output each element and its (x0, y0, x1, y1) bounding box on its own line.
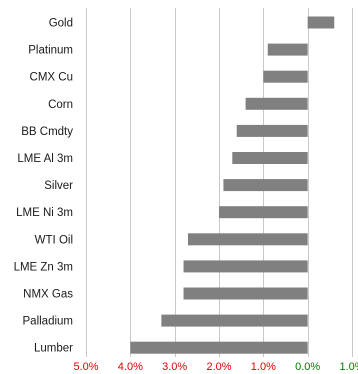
category-label: CMX Cu (30, 72, 73, 84)
bars (130, 16, 335, 354)
category-label: Lumber (34, 343, 73, 355)
bar-palladium (161, 314, 308, 327)
x-tick-label: 5.0% (73, 361, 98, 373)
grid-lines (86, 8, 353, 357)
bar-corn (245, 97, 308, 110)
bar-lme-ni-3m (219, 206, 308, 219)
x-tick-label: 1.0% (339, 361, 358, 373)
category-label: Corn (48, 99, 73, 111)
x-axis-ticks: 5.0% 4.0% 3.0% 2.0% 1.0% 0.0% 1.0% (73, 361, 358, 373)
bar-bb-cmdty (236, 124, 308, 137)
category-label: Silver (44, 180, 73, 192)
category-label: NMX Gas (23, 289, 73, 301)
bar-nmx-gas (183, 287, 308, 300)
category-label: WTI Oil (35, 234, 73, 246)
category-labels: Gold Platinum CMX Cu Corn BB Cmdty LME Al 3m S… (14, 18, 74, 355)
bar-gold (307, 16, 335, 29)
bar-lme-zn-3m (183, 260, 308, 273)
bar-silver (223, 179, 308, 192)
category-label: LME Ni 3m (16, 207, 73, 219)
bar-lumber (130, 341, 308, 354)
x-tick-label: 1.0% (251, 361, 276, 373)
bar-lme-al-3m (232, 152, 308, 164)
bar-cmx-cu (263, 70, 308, 83)
category-label: Platinum (28, 45, 73, 57)
bar-platinum (267, 43, 308, 56)
category-label: Palladium (23, 316, 74, 328)
x-tick-label: 4.0% (118, 361, 143, 373)
category-label: Gold (49, 18, 73, 30)
category-label: BB Cmdty (21, 126, 73, 138)
x-tick-label: 0.0% (295, 361, 320, 373)
category-label: LME Al 3m (17, 153, 73, 165)
bar-wti-oil (187, 233, 308, 246)
category-label: LME Zn 3m (14, 261, 73, 273)
x-tick-label: 3.0% (162, 361, 187, 373)
x-tick-label: 2.0% (206, 361, 231, 373)
